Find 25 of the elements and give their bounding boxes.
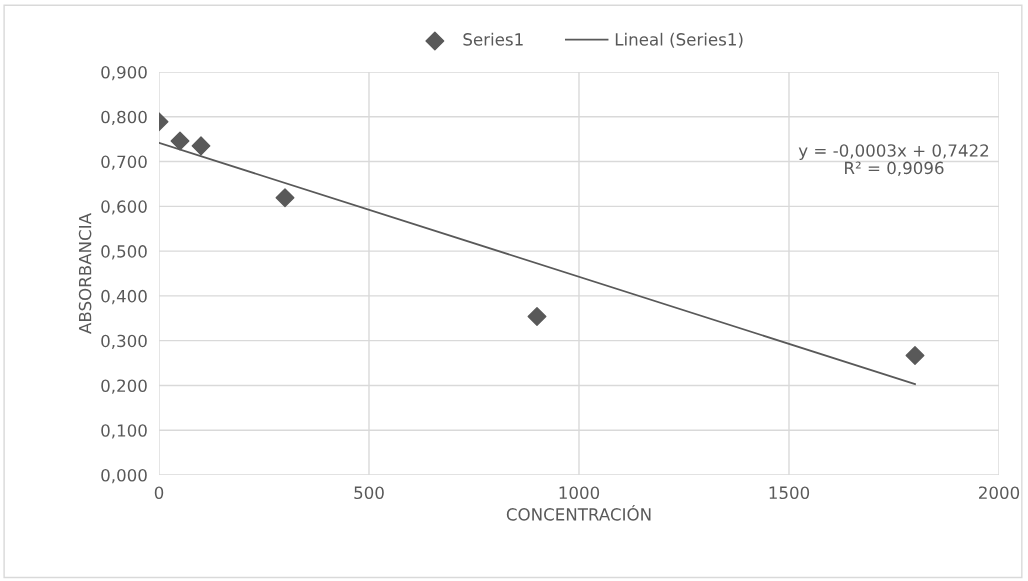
y-tick-label: 0,100 xyxy=(101,424,147,439)
y-axis-title: ABSORBANCIA xyxy=(78,213,92,334)
point xyxy=(275,188,295,208)
point xyxy=(905,345,925,365)
annotation: y = -0,0003x + 0,7422 R² = 0,9096 xyxy=(798,144,989,176)
y-tick-label: 0,200 xyxy=(101,379,147,394)
point xyxy=(527,307,547,326)
point xyxy=(191,136,211,156)
y-tick-label: 0,300 xyxy=(101,334,147,349)
y-tick-label: 0,600 xyxy=(101,200,147,215)
legend-label: Series1 xyxy=(463,32,523,46)
x-tick-label: 1000 xyxy=(559,486,600,500)
x-tick-label: 1500 xyxy=(769,486,810,500)
x-axis-title: CONCENTRACIÓN xyxy=(506,505,651,521)
legend-label: Lineal (Series1) xyxy=(615,32,743,48)
point xyxy=(170,131,190,151)
y-tick-label: 0,800 xyxy=(101,110,147,126)
y-tick-label: 0,000 xyxy=(101,468,147,484)
x-tick-label: 2000 xyxy=(979,486,1020,500)
y-tick-label: 0,900 xyxy=(101,65,147,81)
y-tick-label: 0,500 xyxy=(101,245,147,260)
y-tick-label: 0,400 xyxy=(101,289,147,305)
x-tick-label: 0 xyxy=(154,486,164,500)
x-tick-label: 500 xyxy=(354,486,384,500)
y-tick-label: 0,700 xyxy=(101,155,147,170)
